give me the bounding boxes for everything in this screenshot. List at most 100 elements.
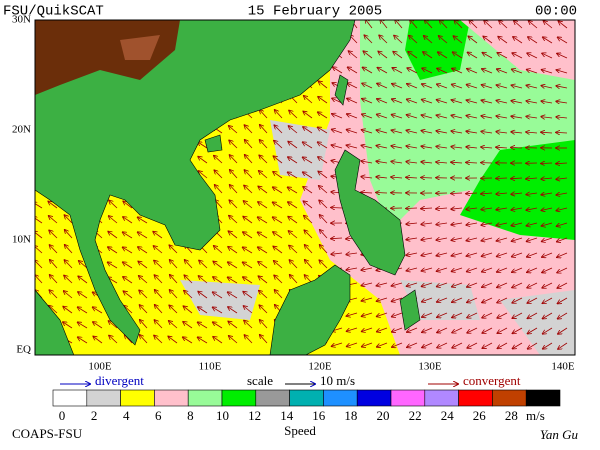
colorbar-swatch <box>187 389 223 407</box>
wind-vector <box>469 20 478 29</box>
wind-vector <box>275 290 283 299</box>
wind-vector <box>361 283 373 286</box>
wind-vector <box>558 21 568 29</box>
wind-vector <box>497 342 508 348</box>
colorbar-swatch <box>492 389 527 407</box>
lon-label: 110E <box>199 361 222 373</box>
wind-vector <box>244 335 253 344</box>
wind-vector <box>228 231 238 239</box>
wind-vector <box>260 125 268 134</box>
map <box>35 20 575 355</box>
wind-vector <box>526 85 538 88</box>
wind-vector <box>556 193 568 195</box>
wind-vector <box>451 208 463 209</box>
wind-vector <box>512 237 523 241</box>
wind-vector <box>511 178 523 179</box>
wind-vector <box>467 69 478 74</box>
wind-vector <box>214 170 223 179</box>
colorbar-tick-label: 26 <box>473 408 487 423</box>
wind-vector <box>391 161 403 163</box>
wind-vector <box>258 202 268 209</box>
wind-vector <box>497 297 508 303</box>
wind-vector <box>496 116 508 118</box>
wind-vector <box>258 186 268 194</box>
wind-vector <box>392 84 403 89</box>
wind-vector <box>228 262 238 269</box>
wind-vector <box>496 147 508 148</box>
wind-vector <box>288 217 298 224</box>
wind-vector <box>274 275 283 284</box>
wind-vector <box>513 37 523 44</box>
wind-vector <box>527 312 538 318</box>
wind-vector <box>289 246 298 254</box>
wind-vector <box>64 260 73 269</box>
wind-vector <box>362 327 373 332</box>
wind-vector <box>123 232 133 239</box>
wind-vector <box>406 177 418 178</box>
wind-vector <box>274 125 283 134</box>
wind-vector <box>49 290 58 299</box>
wind-vector <box>526 132 538 133</box>
wind-vector <box>109 336 118 344</box>
lon-label: 120E <box>308 361 332 373</box>
wind-vector <box>318 157 328 164</box>
wind-vector <box>273 156 283 164</box>
wind-vector <box>183 337 193 344</box>
wind-vector <box>437 84 448 89</box>
wind-vector <box>170 260 178 269</box>
wind-vector <box>169 321 178 329</box>
wind-vector <box>332 98 343 104</box>
wind-vector <box>512 69 523 74</box>
wind-vector <box>304 230 313 239</box>
wind-vector <box>198 337 208 344</box>
wind-vector <box>318 112 328 119</box>
wind-vector <box>347 342 358 347</box>
wind-vector <box>153 232 163 239</box>
wind-vector <box>378 51 388 59</box>
wind-vector <box>466 208 478 209</box>
wind-vector <box>481 208 493 210</box>
wind-vector <box>482 327 493 333</box>
wind-vector <box>198 292 208 299</box>
wind-vector <box>436 146 448 148</box>
colorbar-swatch <box>255 389 290 407</box>
wind-vector <box>273 246 283 254</box>
wind-vector <box>421 223 433 224</box>
wind-vector <box>228 247 238 254</box>
wind-vector <box>527 282 538 288</box>
wind-vector <box>497 252 508 257</box>
wind-vector <box>437 282 448 287</box>
wind-vector <box>229 336 238 344</box>
wind-vector <box>109 321 118 329</box>
wind-vector <box>362 99 373 104</box>
wind-vector <box>139 290 148 299</box>
wind-vector <box>406 223 418 224</box>
wind-vector <box>423 52 433 59</box>
wind-vector <box>377 114 388 119</box>
lon-label: 100E <box>88 361 112 373</box>
wind-vector <box>168 336 178 344</box>
wind-vector <box>333 67 343 74</box>
wind-vector <box>332 342 343 346</box>
wind-vector <box>305 245 313 254</box>
colorbar-swatch <box>356 389 392 407</box>
wind-vector <box>230 185 238 194</box>
wind-vector <box>452 267 463 271</box>
wind-vector <box>273 232 283 239</box>
wind-vector <box>466 162 478 163</box>
wind-vector <box>527 53 538 59</box>
wind-vector <box>108 232 118 239</box>
wind-vector <box>438 52 448 59</box>
wind-vector <box>422 297 433 302</box>
lat-label: 30N <box>12 14 31 26</box>
colorbar-tick-label: 28 <box>505 408 518 423</box>
wind-vector <box>422 327 433 332</box>
wind-vector <box>214 246 223 254</box>
colorbar-tick-label: 14 <box>280 408 294 423</box>
colorbar-swatch <box>154 389 189 407</box>
map-frame <box>34 19 576 356</box>
wind-vector <box>63 307 73 314</box>
wind-vector <box>391 146 403 148</box>
wind-vector <box>422 312 433 317</box>
wind-vector <box>319 200 328 209</box>
